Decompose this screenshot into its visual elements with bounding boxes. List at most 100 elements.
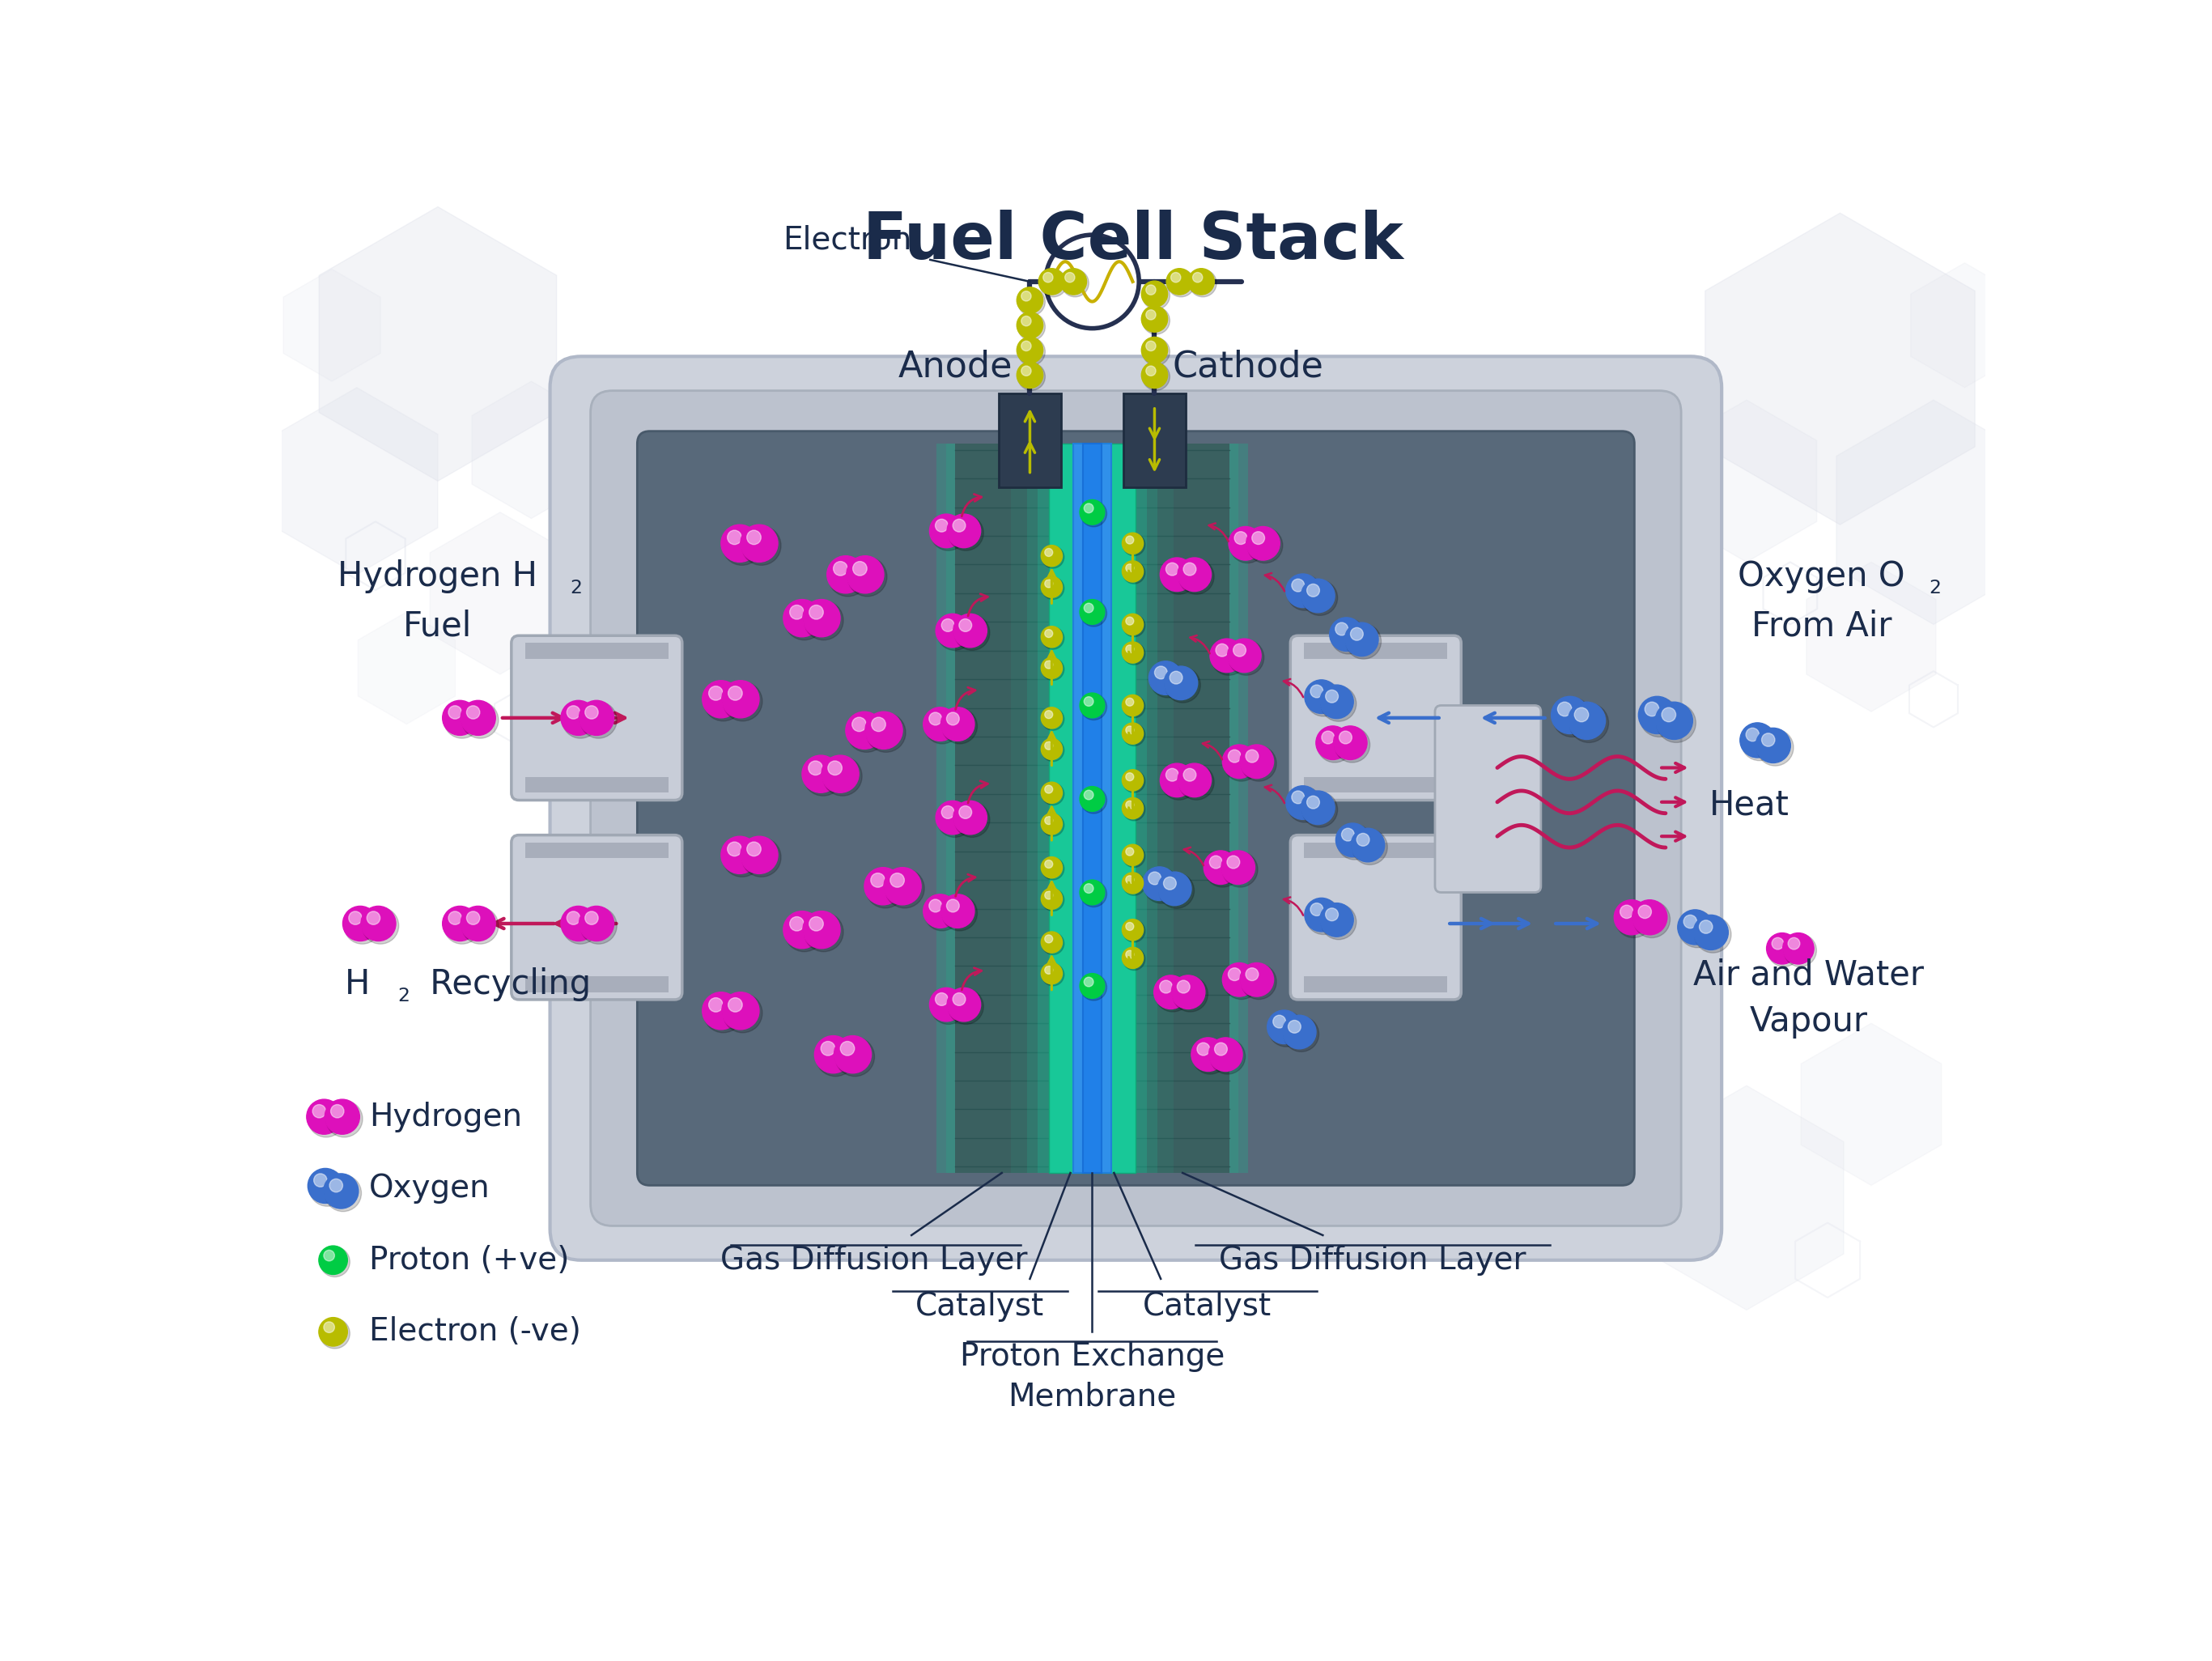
Circle shape xyxy=(1159,980,1172,993)
Circle shape xyxy=(953,801,987,834)
Text: Fuel Cell Stack: Fuel Cell Stack xyxy=(863,209,1405,272)
Circle shape xyxy=(1223,746,1259,781)
Circle shape xyxy=(1121,723,1144,744)
Circle shape xyxy=(1044,817,1053,824)
Bar xyxy=(1082,443,1148,1173)
Circle shape xyxy=(1245,968,1259,980)
Circle shape xyxy=(1042,576,1064,600)
Circle shape xyxy=(741,837,781,877)
Text: Anode: Anode xyxy=(898,349,1013,384)
Circle shape xyxy=(790,917,803,930)
Circle shape xyxy=(1079,500,1104,525)
Circle shape xyxy=(323,1174,358,1209)
Bar xyxy=(1071,443,1157,1173)
Circle shape xyxy=(1144,869,1179,904)
Circle shape xyxy=(325,1174,361,1211)
Circle shape xyxy=(1121,533,1144,555)
Circle shape xyxy=(1228,639,1263,676)
Circle shape xyxy=(723,527,761,565)
Circle shape xyxy=(1615,900,1648,935)
Circle shape xyxy=(1146,286,1157,296)
Circle shape xyxy=(1084,503,1093,513)
Circle shape xyxy=(1121,797,1144,819)
Circle shape xyxy=(1694,917,1732,953)
Text: Oxygen: Oxygen xyxy=(369,1173,491,1204)
Circle shape xyxy=(584,912,597,925)
Circle shape xyxy=(580,701,617,737)
Circle shape xyxy=(1018,287,1046,316)
Circle shape xyxy=(1044,548,1053,556)
Circle shape xyxy=(1124,533,1146,556)
Circle shape xyxy=(1082,975,1106,1000)
Circle shape xyxy=(1228,639,1261,673)
Polygon shape xyxy=(1911,262,2020,387)
Circle shape xyxy=(1044,935,1053,943)
Circle shape xyxy=(1148,661,1183,694)
Circle shape xyxy=(723,993,763,1033)
Bar xyxy=(1084,443,1102,1173)
Circle shape xyxy=(703,681,743,721)
Circle shape xyxy=(938,615,973,651)
Circle shape xyxy=(723,837,761,877)
Bar xyxy=(1026,443,1115,1173)
FancyBboxPatch shape xyxy=(591,390,1681,1226)
Circle shape xyxy=(1121,641,1144,663)
Circle shape xyxy=(1166,269,1192,294)
Circle shape xyxy=(1183,769,1197,781)
Circle shape xyxy=(1639,698,1679,737)
Circle shape xyxy=(442,701,478,736)
Circle shape xyxy=(1267,1010,1301,1043)
Circle shape xyxy=(1126,772,1135,781)
Circle shape xyxy=(1283,1017,1318,1051)
Circle shape xyxy=(1303,580,1338,616)
Circle shape xyxy=(1044,786,1053,794)
Circle shape xyxy=(1783,933,1814,963)
Circle shape xyxy=(872,718,885,731)
Circle shape xyxy=(1044,892,1053,899)
Circle shape xyxy=(1161,558,1197,595)
Circle shape xyxy=(1741,723,1774,757)
Circle shape xyxy=(1321,684,1354,719)
Circle shape xyxy=(1159,874,1194,909)
Text: Electron: Electron xyxy=(783,224,911,256)
Circle shape xyxy=(790,605,803,620)
Circle shape xyxy=(708,686,723,701)
Circle shape xyxy=(1155,975,1188,1008)
Circle shape xyxy=(1170,671,1183,684)
Circle shape xyxy=(1345,623,1378,656)
Circle shape xyxy=(1345,625,1380,659)
Circle shape xyxy=(1190,269,1217,297)
Circle shape xyxy=(1166,769,1179,781)
FancyBboxPatch shape xyxy=(511,636,681,801)
Circle shape xyxy=(1084,603,1093,613)
Circle shape xyxy=(823,757,863,796)
Circle shape xyxy=(1042,658,1064,681)
Circle shape xyxy=(566,912,580,925)
Circle shape xyxy=(323,1322,334,1332)
Circle shape xyxy=(1124,845,1146,867)
Circle shape xyxy=(1223,852,1259,887)
Circle shape xyxy=(803,600,841,636)
Circle shape xyxy=(1146,341,1157,350)
Text: Catalyst: Catalyst xyxy=(1144,1291,1272,1322)
Circle shape xyxy=(1121,769,1144,791)
Circle shape xyxy=(314,1174,327,1188)
Circle shape xyxy=(807,761,823,776)
Circle shape xyxy=(1155,977,1190,1012)
Circle shape xyxy=(1044,967,1053,973)
Circle shape xyxy=(1177,764,1212,797)
Circle shape xyxy=(947,988,980,1022)
Circle shape xyxy=(1084,696,1093,706)
Circle shape xyxy=(1557,703,1573,716)
Circle shape xyxy=(942,620,953,631)
Circle shape xyxy=(1632,900,1668,935)
FancyBboxPatch shape xyxy=(511,835,681,1000)
Circle shape xyxy=(1655,703,1692,739)
Circle shape xyxy=(1079,786,1104,811)
Circle shape xyxy=(1164,877,1177,890)
Bar xyxy=(1117,443,1248,1173)
Circle shape xyxy=(847,713,887,752)
Circle shape xyxy=(845,711,883,749)
Circle shape xyxy=(1042,545,1062,566)
Circle shape xyxy=(1329,618,1363,651)
